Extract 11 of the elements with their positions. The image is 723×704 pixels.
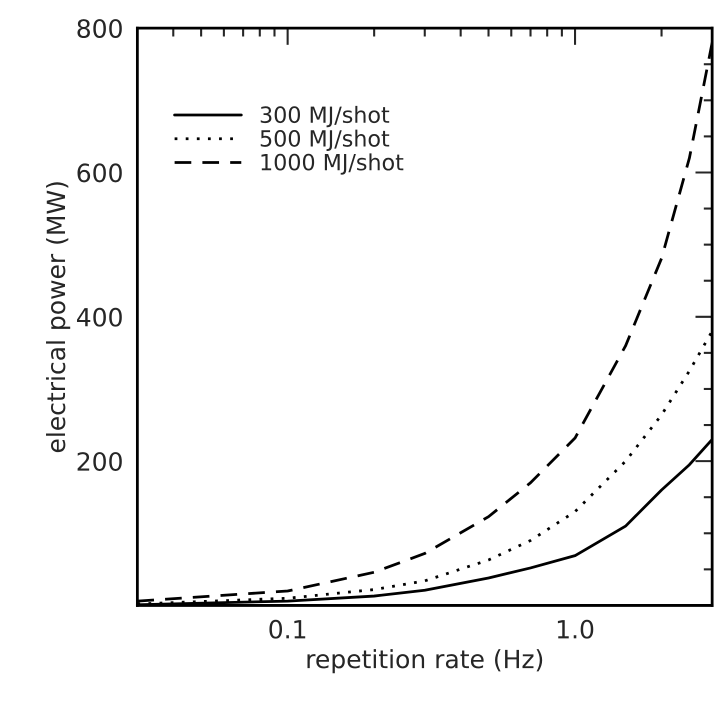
legend-label: 500 MJ/shot <box>260 130 390 151</box>
y-axis-title: electrical power (MW) <box>46 182 70 452</box>
x-tick-label: 0.1 <box>269 620 306 639</box>
x-axis-title: repetition rate (Hz) <box>307 649 542 674</box>
legend-label: 300 MJ/shot <box>260 106 390 128</box>
y-tick-label: 400 <box>76 308 122 327</box>
legend-label: 1000 MJ/shot <box>262 153 404 175</box>
y-tick-label: 800 <box>77 19 122 38</box>
x-tick-label: 1.0 <box>558 620 594 639</box>
y-tick-label: 600 <box>78 163 122 182</box>
y-tick-label: 200 <box>78 452 122 471</box>
